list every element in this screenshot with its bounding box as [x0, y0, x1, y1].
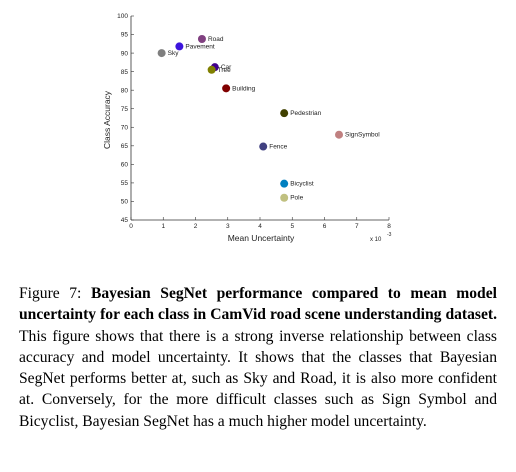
data-point [280, 109, 289, 118]
data-point [197, 34, 206, 43]
data-point [259, 142, 268, 151]
y-tick-label: 85 [121, 69, 129, 76]
x-tick-label: 7 [355, 223, 359, 230]
x-tick-label: 5 [290, 223, 294, 230]
x-tick-label: 6 [323, 223, 327, 230]
y-tick-label: 50 [121, 199, 129, 206]
y-tick-label: 95 [121, 32, 129, 39]
data-point [222, 84, 231, 93]
x-multiplier-base: x 10 [370, 237, 382, 243]
data-point [207, 65, 216, 74]
y-tick-label: 65 [121, 143, 129, 150]
x-tick-label: 3 [226, 223, 230, 230]
y-tick-label: 75 [121, 106, 129, 113]
data-point [335, 130, 344, 139]
y-tick-label: 100 [117, 13, 128, 20]
y-tick-label: 45 [121, 217, 129, 224]
data-point-label: Pedestrian [290, 110, 321, 117]
data-point-label: Road [208, 36, 224, 43]
x-tick-label: 2 [194, 223, 198, 230]
y-tick-label: 60 [121, 162, 129, 169]
y-tick-label: 80 [121, 87, 129, 94]
caption-bold: Bayesian SegNet performance compared to … [19, 285, 497, 324]
x-axis-multiplier: x 10 -3 [370, 232, 392, 243]
x-tick-label: 0 [129, 223, 133, 230]
x-tick-label: 1 [161, 223, 165, 230]
y-axis-label: Class Accuracy [102, 90, 112, 149]
y-tick-label: 55 [121, 180, 129, 187]
data-point-label: Fence [269, 144, 287, 151]
data-point-label: Pavement [185, 43, 214, 50]
x-tick-label: 8 [387, 223, 391, 230]
data-point-label: Sky [168, 50, 180, 57]
data-point [175, 42, 184, 51]
y-tick-label: 70 [121, 124, 129, 131]
y-tick-label: 90 [121, 50, 129, 57]
data-point-label: Bicyclist [290, 181, 314, 188]
data-point-label: Tree [218, 67, 232, 74]
data-point [280, 179, 289, 188]
x-axis-label: Mean Uncertainty [228, 233, 295, 243]
data-point-label: Building [232, 85, 256, 92]
data-point-label: Car [221, 64, 232, 71]
caption-label: Figure 7: [19, 285, 82, 302]
figure-caption: Figure 7: Bayesian SegNet performance co… [19, 283, 497, 432]
data-point [157, 49, 166, 58]
caption-text: This figure shows that there is a strong… [19, 327, 497, 430]
data-point-label: SignSymbol [345, 132, 380, 139]
x-tick-label: 4 [258, 223, 262, 230]
x-multiplier-exponent: -3 [387, 232, 392, 238]
data-point-label: Pole [290, 195, 303, 202]
data-point [280, 193, 289, 202]
